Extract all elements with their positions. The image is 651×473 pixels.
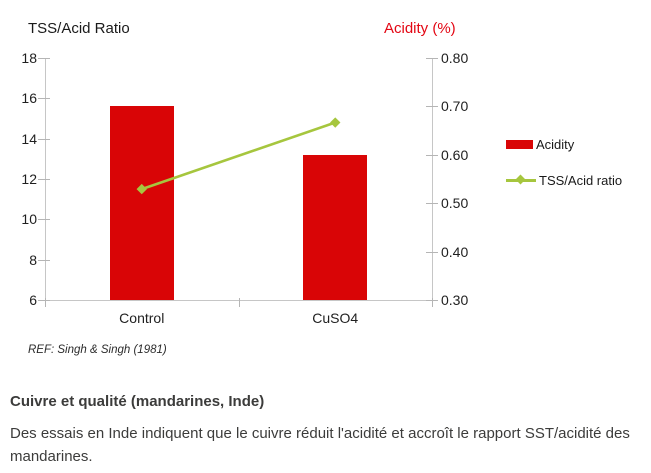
y-axis-right-line (432, 58, 433, 300)
x-axis-tick (238, 298, 240, 307)
y-axis-left-tick-label: 8 (29, 251, 37, 268)
y-axis-left-tick-label: 18 (21, 50, 37, 66)
y-axis-right-tick (426, 154, 438, 156)
x-axis-category-label: Control (119, 310, 165, 326)
combo-chart: TSS/Acid Ratio Acidity (%) 18 16 14 12 10 8 6 0… (21, 20, 622, 356)
y-axis-left-tick-label: 14 (21, 130, 37, 147)
legend-label: TSS/Acid ratio (539, 172, 623, 188)
y-axis-left-tick (38, 259, 50, 261)
legend: Acidity TSS/Acid ratio (506, 136, 622, 208)
legend-label: Acidity (536, 136, 575, 152)
line-marker-diamond (330, 117, 341, 128)
y-axis-right-tick-label: 0.50 (441, 195, 469, 212)
reference-note: REF: Singh & Singh (1981) (28, 344, 167, 356)
y-axis-left-tick-label: 6 (29, 292, 37, 308)
y-axis-right-tick (426, 106, 438, 108)
legend-bar-swatch (506, 139, 533, 149)
y-axis-right-tick (426, 203, 438, 205)
y-axis-left-tick (38, 98, 50, 100)
right-axis-title: Acidity (%) (384, 20, 456, 37)
y-axis-right-tick-label: 0.70 (441, 98, 469, 115)
y-axis-left-tick (38, 58, 50, 59)
legend-item-acidity: Acidity (506, 136, 622, 152)
y-axis-left-tick (38, 138, 50, 140)
x-axis-tick (45, 298, 46, 307)
y-axis-right-tick-label: 0.60 (441, 146, 469, 163)
y-axis-right-tick (426, 58, 438, 59)
bar-cuso4 (303, 154, 368, 300)
left-axis-title: TSS/Acid Ratio (28, 20, 130, 37)
y-axis-left-tick-label: 10 (21, 211, 37, 228)
y-axis-left-tick-label: 16 (21, 90, 37, 107)
legend-line-swatch (506, 174, 536, 186)
y-axis-left-tick (38, 219, 50, 221)
y-axis-left-tick-label: 12 (21, 171, 37, 187)
y-axis-left-tick (38, 300, 50, 301)
x-axis-category-label: CuSO4 (312, 310, 359, 326)
y-axis-right-tick-label: 0.80 (441, 50, 469, 66)
caption-title: Cuivre et qualité (mandarines, Inde) (10, 393, 265, 410)
y-axis-right-tick-label: 0.40 (441, 243, 469, 260)
y-axis-left-tick (38, 179, 50, 180)
caption-body: Des essais en Inde indiquent que le cuiv… (10, 425, 630, 465)
x-axis-tick (432, 298, 433, 307)
caption: Cuivre et qualité (mandarines, Inde) Des… (10, 393, 646, 468)
legend-item-tss-acid-ratio: TSS/Acid ratio (506, 172, 622, 188)
y-axis-right-tick-label: 0.30 (441, 292, 469, 308)
bar-control (109, 106, 174, 300)
y-axis-right-tick (426, 251, 438, 253)
